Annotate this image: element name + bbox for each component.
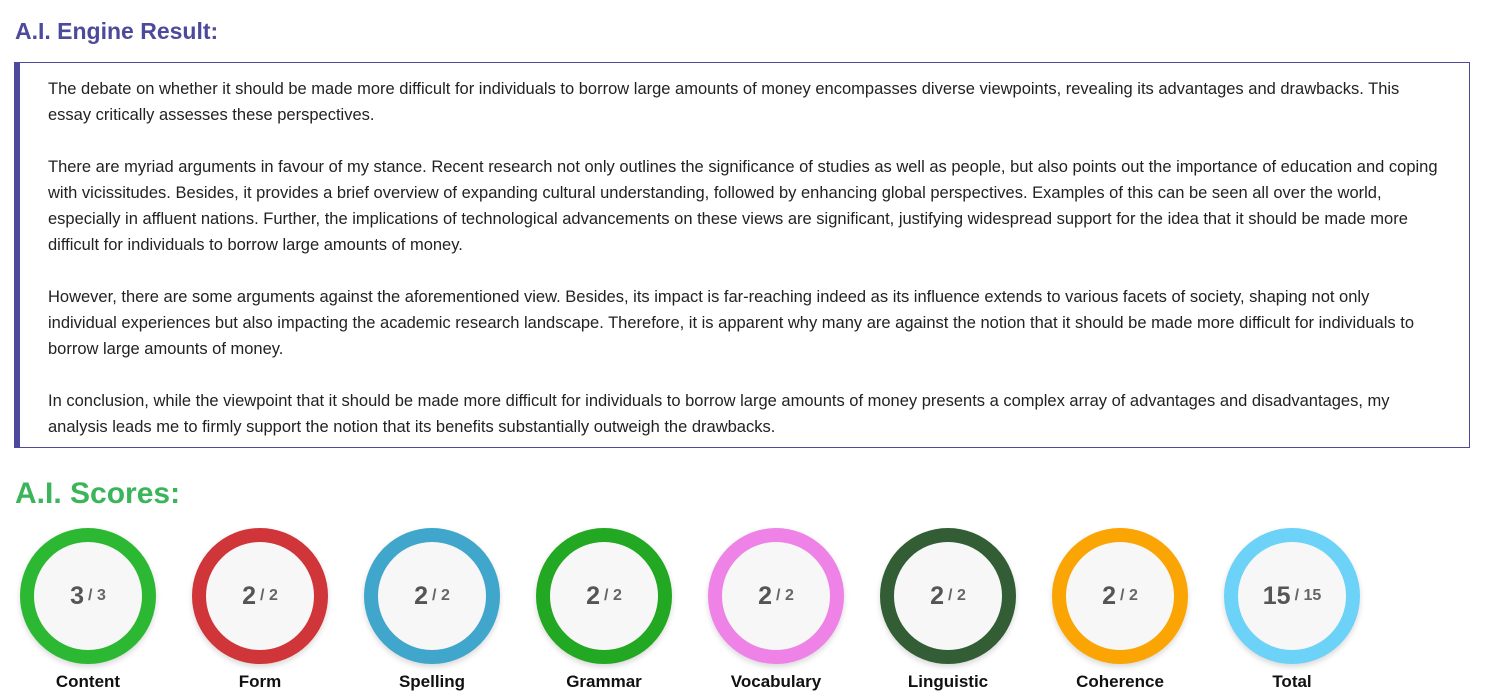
score-max: / 2: [260, 587, 278, 604]
score-label: Total: [1272, 672, 1312, 691]
score-vocabulary: 2/ 2 Vocabulary: [708, 528, 844, 692]
score-ring: 3/ 3: [20, 528, 156, 664]
scores-title: A.I. Scores:: [15, 477, 181, 510]
score-label: Form: [238, 672, 282, 691]
essay-paragraph: However, there are some arguments agains…: [48, 288, 1414, 358]
score-max: / 2: [948, 587, 966, 604]
score-value: 2: [930, 581, 945, 610]
score-spelling: 2/ 2 Spelling: [364, 528, 500, 692]
score-ring: 2/ 2: [880, 528, 1016, 664]
score-value: 2: [758, 581, 773, 610]
score-ring: 2/ 2: [364, 528, 500, 664]
score-value: 2: [242, 581, 257, 610]
essay-paragraph: The debate on whether it should be made …: [48, 80, 1400, 124]
score-max: / 3: [88, 587, 106, 604]
score-form: 2/ 2 Form: [192, 528, 328, 692]
score-value: 2: [1102, 581, 1117, 610]
score-ring: 2/ 2: [708, 528, 844, 664]
score-ring: 2/ 2: [192, 528, 328, 664]
score-value: 15: [1262, 581, 1291, 610]
score-coherence: 2/ 2 Coherence: [1052, 528, 1188, 692]
score-ring: 2/ 2: [1052, 528, 1188, 664]
score-content: 3/ 3 Content: [20, 528, 156, 692]
score-ring: 15/ 15: [1224, 528, 1360, 664]
score-label: Spelling: [398, 672, 466, 691]
score-label: Vocabulary: [730, 672, 822, 691]
score-label: Linguistic: [907, 672, 989, 691]
score-label: Coherence: [1076, 672, 1164, 691]
score-max: / 2: [432, 587, 450, 604]
score-grammar: 2/ 2 Grammar: [536, 528, 672, 692]
score-max: / 2: [1120, 587, 1138, 604]
score-ring: 2/ 2: [536, 528, 672, 664]
score-max: / 15: [1294, 587, 1322, 604]
essay-paragraph: There are myriad arguments in favour of …: [48, 158, 1438, 254]
score-total: 15/ 15 Total: [1224, 528, 1360, 692]
score-value: 2: [586, 581, 601, 610]
score-max: / 2: [604, 587, 622, 604]
score-value: 2: [414, 581, 429, 610]
essay-paragraph: In conclusion, while the viewpoint that …: [48, 392, 1390, 436]
score-value: 3: [70, 581, 85, 610]
score-label: Grammar: [566, 672, 642, 691]
score-max: / 2: [776, 587, 794, 604]
score-label: Content: [55, 672, 121, 691]
result-title: A.I. Engine Result:: [15, 18, 219, 44]
essay-result-box: The debate on whether it should be made …: [14, 62, 1470, 448]
score-linguistic: 2/ 2 Linguistic: [880, 528, 1016, 692]
scores-row: 3/ 3 Content 2/ 2 Form 2/ 2 Spelling 2/ …: [20, 528, 1396, 692]
